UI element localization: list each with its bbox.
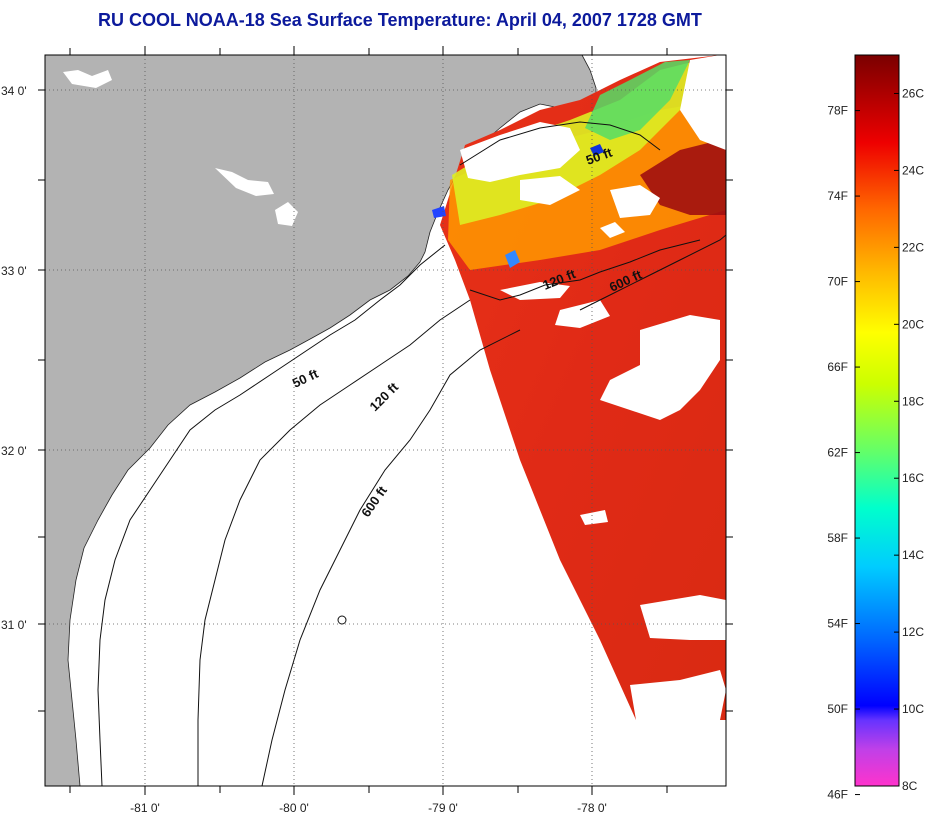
lon-tick-label: -80 0' [279, 801, 309, 815]
colorbar-c-label: 8C [902, 779, 918, 793]
colorbar-c-label: 10C [902, 702, 924, 716]
map-grid [45, 55, 726, 786]
lon-tick-label: -79 0' [428, 801, 458, 815]
lake-shape [215, 168, 274, 196]
land-area [45, 55, 597, 786]
contour-ring [337, 615, 347, 625]
colorbar-c-label: 22C [902, 240, 924, 254]
lat-tick-labels: 34 0' 33 0' 32 0' 31 0' [1, 84, 27, 632]
sst-green-band [585, 60, 690, 140]
colorbar-celsius-ticks: 26C 24C 22C 20C 18C 16C 14C 12C 10C 8C [894, 86, 924, 793]
lon-tick-label: -78 0' [577, 801, 607, 815]
contour-50ft-line [97, 121, 661, 786]
sst-cool-band [448, 100, 726, 270]
colorbar-c-label: 18C [902, 394, 924, 408]
colorbar-f-label: 66F [827, 360, 848, 374]
colorbar-c-label: 12C [902, 625, 924, 639]
contour-600ft-line [261, 234, 726, 786]
sst-warm-patch [640, 140, 726, 215]
contour-120ft-line [197, 239, 701, 786]
map-title: RU COOL NOAA-18 Sea Surface Temperature:… [98, 10, 702, 30]
map-border [44, 54, 727, 787]
lat-tick-label: 31 0' [1, 618, 27, 632]
colorbar-f-label: 54F [827, 617, 848, 631]
lon-tick-label: -81 0' [130, 801, 160, 815]
sst-cold-spot [432, 206, 446, 218]
frame-ticks [38, 46, 733, 795]
depth-contours [97, 121, 726, 786]
colorbar-f-label: 74F [827, 189, 848, 203]
colorbar-gradient [854, 54, 900, 787]
colorbar-c-label: 14C [902, 548, 924, 562]
colorbar-c-label: 20C [902, 317, 924, 331]
colorbar-c-label: 26C [902, 86, 924, 100]
lake-shape [63, 70, 112, 88]
lat-tick-label: 32 0' [1, 444, 27, 458]
lat-tick-label: 34 0' [1, 84, 27, 98]
cloud-mask [460, 55, 726, 720]
colorbar-fahrenheit-ticks: 78F 74F 70F 66F 62F 58F 54F 50F 46F [827, 104, 860, 802]
colorbar-f-label: 62F [827, 446, 848, 460]
lat-tick-label: 33 0' [1, 264, 27, 278]
sst-cold-spot [590, 144, 604, 156]
lake-shape [275, 202, 298, 226]
lon-tick-labels: -81 0' -80 0' -79 0' -78 0' [130, 801, 607, 815]
colorbar-f-label: 78F [827, 104, 848, 118]
sst-cold-spot [505, 250, 520, 268]
colorbar-f-label: 58F [827, 531, 848, 545]
colorbar-f-label: 50F [827, 702, 848, 716]
colorbar-c-label: 16C [902, 471, 924, 485]
colorbar-f-label: 46F [827, 788, 848, 802]
colorbar: 78F 74F 70F 66F 62F 58F 54F 50F 46F 26C 24C 22C 20C… [827, 54, 924, 802]
colorbar-c-label: 24C [902, 163, 924, 177]
colorbar-f-label: 70F [827, 275, 848, 289]
